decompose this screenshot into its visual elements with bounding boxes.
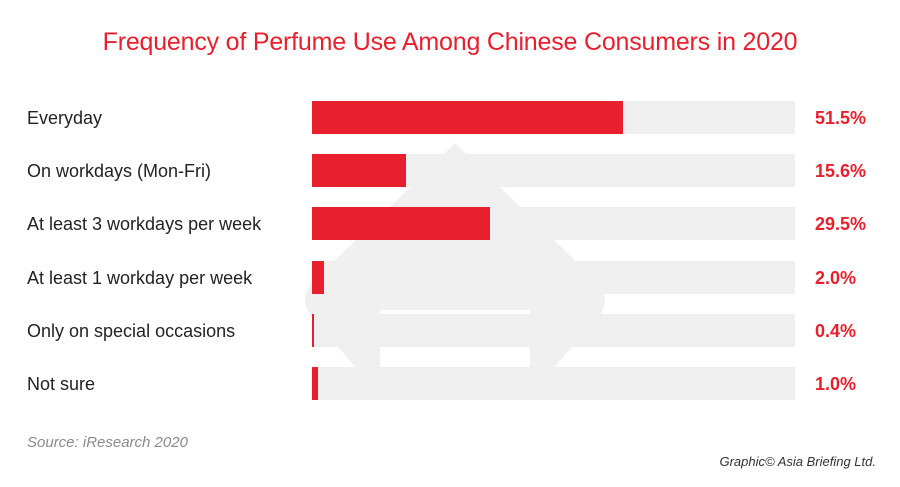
bar [312,261,325,294]
bar-track [312,207,795,240]
bar [312,367,319,400]
category-label: Everyday [27,107,103,128]
bar [312,154,407,187]
bar [312,101,623,134]
value-label: 1.0% [815,373,857,394]
category-label: At least 3 workdays per week [27,213,262,234]
value-label: 0.4% [815,320,857,341]
bar-track [312,261,795,294]
value-label: 51.5% [815,107,867,128]
value-label: 29.5% [815,213,867,234]
bar [312,207,491,240]
bar-track [312,154,795,187]
category-label: Not sure [27,373,96,394]
category-label: On workdays (Mon-Fri) [27,160,212,181]
value-label: 15.6% [815,160,867,181]
chart-title: Frequency of Perfume Use Among Chinese C… [102,28,798,56]
bar-track [312,101,795,134]
bar [312,314,315,347]
value-label: 2.0% [815,267,857,288]
source-note: Source: iResearch 2020 [27,434,188,451]
bar-track [312,314,795,347]
credit-note: Graphic© Asia Briefing Ltd. [719,454,876,469]
bar-track [312,367,795,400]
category-label: At least 1 workday per week [27,267,253,288]
category-label: Only on special occasions [27,320,236,341]
